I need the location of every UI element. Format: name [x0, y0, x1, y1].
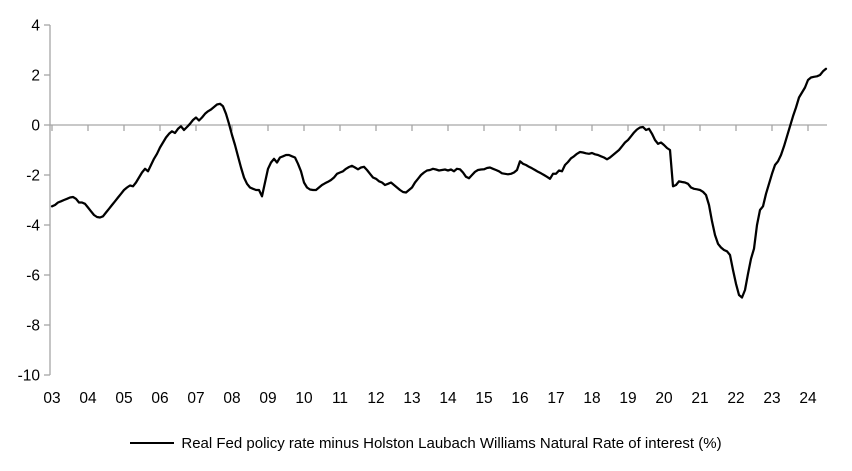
- y-axis-label: -8: [26, 317, 40, 334]
- y-axis-label: -6: [26, 267, 40, 284]
- x-axis-label: 04: [79, 390, 97, 407]
- x-axis-label: 21: [691, 390, 708, 407]
- x-axis-label: 14: [439, 390, 457, 407]
- x-axis-label: 09: [259, 390, 276, 407]
- y-axis-label: -2: [26, 167, 40, 184]
- x-axis-label: 03: [43, 390, 60, 407]
- x-axis-label: 23: [763, 390, 780, 407]
- y-axis-label: -10: [18, 367, 41, 384]
- x-axis-label: 20: [655, 390, 673, 407]
- x-axis-label: 18: [583, 390, 600, 407]
- x-axis-label: 19: [619, 390, 636, 407]
- x-axis-label: 12: [367, 390, 384, 407]
- y-axis-label: 4: [31, 17, 40, 34]
- legend-label: Real Fed policy rate minus Holston Lauba…: [181, 434, 722, 452]
- x-axis-label: 22: [727, 390, 744, 407]
- x-axis-label: 07: [187, 390, 204, 407]
- x-axis-label: 10: [295, 390, 313, 407]
- x-axis-label: 06: [151, 390, 168, 407]
- x-axis-label: 17: [547, 390, 564, 407]
- x-axis-label: 24: [799, 390, 817, 407]
- x-axis-label: 05: [115, 390, 132, 407]
- x-axis-label: 16: [511, 390, 528, 407]
- chart-svg: 03 04 05 06 07 08 09 10 11 12 13 14 15 16 17 18 19 20 21 22…: [18, 17, 828, 407]
- y-axis-label: 0: [31, 117, 40, 134]
- x-axis-label: 15: [475, 390, 492, 407]
- x-axis-label: 13: [403, 390, 420, 407]
- x-axis-label: 08: [223, 390, 240, 407]
- y-axis-label: 2: [31, 67, 40, 84]
- legend: Real Fed policy rate minus Holston Lauba…: [0, 432, 852, 454]
- x-axis-label: 11: [332, 390, 348, 407]
- y-axis-label: -4: [26, 217, 40, 234]
- legend-line-sample: [130, 442, 175, 444]
- data-line: [50, 67, 828, 299]
